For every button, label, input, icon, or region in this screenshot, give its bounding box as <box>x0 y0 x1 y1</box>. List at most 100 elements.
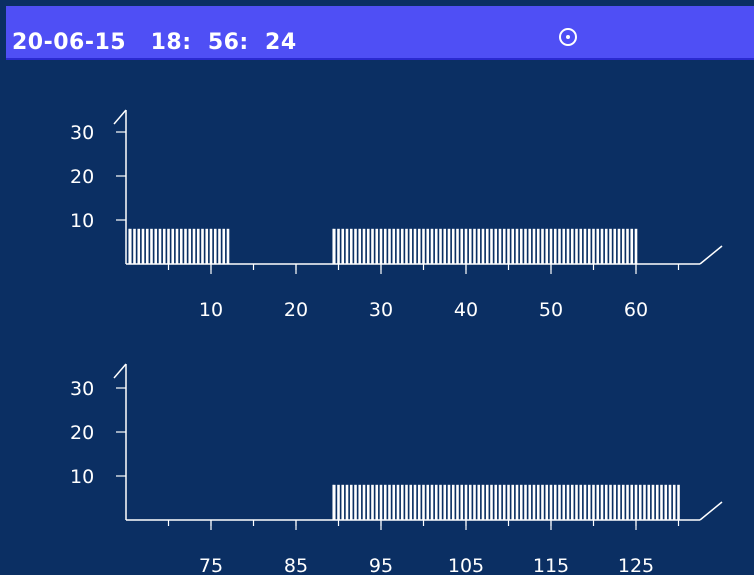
x-tick-label: 125 <box>618 555 654 575</box>
bar <box>664 484 668 520</box>
bar <box>575 228 578 264</box>
bar <box>553 228 557 264</box>
bar <box>528 228 532 264</box>
bar <box>613 228 617 264</box>
bar <box>460 484 464 520</box>
y-axis-arrow <box>113 109 127 125</box>
bar <box>366 228 370 264</box>
bar <box>162 228 166 264</box>
bar <box>409 228 413 264</box>
bar <box>617 228 621 264</box>
chart-panel-1: 10 20 30 10 20 30 40 50 60 <box>70 109 723 321</box>
bar <box>213 228 217 264</box>
bar <box>430 484 434 520</box>
bar <box>405 228 408 264</box>
clock-icon <box>559 28 577 46</box>
bar <box>205 228 209 264</box>
bar <box>413 228 417 264</box>
bar <box>562 484 566 520</box>
bar <box>396 228 400 264</box>
bar <box>379 228 383 264</box>
bar <box>494 228 498 264</box>
bar <box>188 228 192 264</box>
bar <box>596 228 600 264</box>
bar <box>434 228 438 264</box>
x-axis-arrow <box>699 501 723 521</box>
bar <box>566 484 570 520</box>
bar <box>400 484 404 520</box>
bar <box>566 228 570 264</box>
bar <box>604 228 608 264</box>
y-tick-label: 10 <box>70 210 94 232</box>
bar <box>604 484 608 520</box>
x-tick-label: 95 <box>369 555 393 575</box>
bar <box>485 228 489 264</box>
bar <box>600 228 604 264</box>
bar <box>371 228 374 264</box>
bar <box>443 228 447 264</box>
bar <box>184 228 187 264</box>
bar <box>460 228 464 264</box>
bar <box>592 484 595 520</box>
bar <box>481 484 485 520</box>
bar <box>409 484 413 520</box>
x-tick-label: 75 <box>199 555 223 575</box>
x-tick-label: 85 <box>284 555 308 575</box>
x-tick-label: 30 <box>369 299 393 321</box>
bar <box>660 484 663 520</box>
bar <box>201 228 204 264</box>
bar <box>354 484 357 520</box>
bar <box>541 228 544 264</box>
bar <box>507 484 510 520</box>
bar <box>634 228 638 264</box>
y-tick-label: 20 <box>70 166 94 188</box>
bar <box>634 484 638 520</box>
bar <box>430 228 434 264</box>
datetime: 20-06-15 18: 56: 24 <box>12 30 297 55</box>
bar <box>549 228 553 264</box>
bar <box>362 228 366 264</box>
bar <box>128 228 132 264</box>
bar <box>337 228 340 264</box>
bar <box>439 484 442 520</box>
bar <box>575 484 578 520</box>
bar <box>524 484 527 520</box>
bar <box>643 484 646 520</box>
bar <box>626 228 629 264</box>
bar <box>651 484 655 520</box>
bar <box>422 228 425 264</box>
bar <box>638 484 642 520</box>
status-bar: 20-06-15 18: 56: 24 <box>6 6 754 60</box>
bar <box>490 484 493 520</box>
bar <box>528 484 532 520</box>
bar <box>341 484 345 520</box>
bar <box>630 484 634 520</box>
bar <box>209 228 213 264</box>
bar <box>392 228 396 264</box>
x-tick-label: 105 <box>448 555 484 575</box>
bar <box>481 228 485 264</box>
bar <box>494 484 498 520</box>
bar <box>358 484 362 520</box>
bar <box>345 484 349 520</box>
bar <box>464 484 468 520</box>
bar <box>468 484 472 520</box>
bar <box>405 484 408 520</box>
bar <box>626 484 629 520</box>
bar <box>545 228 549 264</box>
x-tick-label: 115 <box>533 555 569 575</box>
bar <box>332 228 336 264</box>
bar <box>570 484 574 520</box>
bar <box>498 484 502 520</box>
bar <box>630 228 634 264</box>
bar <box>400 228 404 264</box>
bar <box>150 228 153 264</box>
bar <box>332 484 336 520</box>
bar <box>362 484 366 520</box>
bar <box>490 228 493 264</box>
bar <box>383 484 387 520</box>
bar <box>583 484 587 520</box>
bar <box>677 484 680 520</box>
bar <box>222 228 226 264</box>
